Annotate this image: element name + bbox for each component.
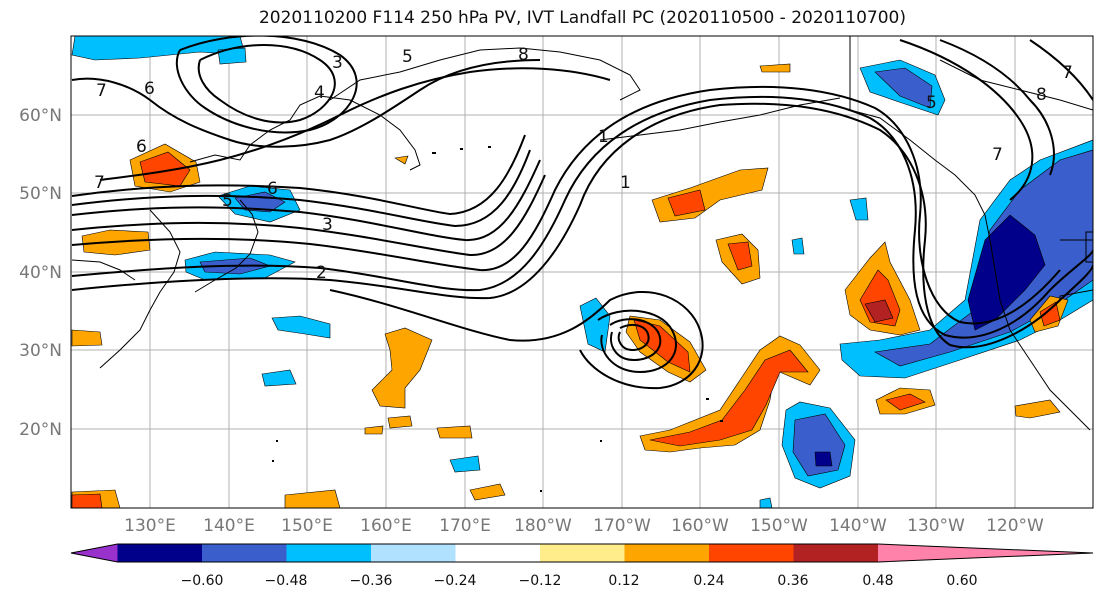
colorbar-tick-label: 0.36 <box>777 573 808 589</box>
colorbar-tick-label: 0.60 <box>946 573 977 589</box>
contour-label: 5 <box>222 191 233 211</box>
colorbar <box>70 543 1094 563</box>
contour-label: 7 <box>1062 63 1073 83</box>
lon-label: 150°W <box>750 516 808 536</box>
contour-label: 5 <box>402 47 413 67</box>
contour-label: 8 <box>1036 85 1047 105</box>
lon-label: 170°E <box>439 516 491 536</box>
colorbar-tick-label: 0.48 <box>862 573 893 589</box>
contour-label: 6 <box>144 79 155 99</box>
lon-label: 130°W <box>907 516 965 536</box>
colorbar-tick-label: −0.48 <box>265 573 308 589</box>
lon-label: 150°E <box>281 516 333 536</box>
contour-label: 7 <box>96 81 107 101</box>
lon-label: 170°W <box>593 516 651 536</box>
contour-label: 6 <box>136 137 147 157</box>
lon-label: 180°W <box>514 516 572 536</box>
contour-label: 3 <box>332 53 343 73</box>
contour-label: 6 <box>267 179 278 199</box>
colorbar-tick-label: −0.12 <box>519 573 562 589</box>
contour-label: 5 <box>926 93 937 113</box>
colorbar-segment <box>793 544 878 562</box>
colorbar-segment <box>624 544 709 562</box>
contour-label: 1 <box>620 173 631 193</box>
lat-label: 60°N <box>19 106 62 126</box>
colorbar-segment <box>286 544 371 562</box>
colorbar-segment <box>540 544 625 562</box>
islands <box>272 146 723 492</box>
lon-label: 140°W <box>829 516 887 536</box>
longitude-labels: 130°E 140°E 150°E 160°E 170°E 180°W 170°… <box>124 516 1044 536</box>
colorbar-labels: −0.60 −0.48 −0.36 −0.24 −0.12 0.12 0.24 … <box>181 573 978 589</box>
lon-label: 140°E <box>203 516 255 536</box>
colorbar-extend-max <box>878 544 1093 562</box>
lon-label: 120°W <box>986 516 1044 536</box>
contour-label-group: 7 6 5 4 3 8 7 1 1 6 7 5 6 3 2 8 5 7 <box>94 45 1073 283</box>
positive-anomaly-fills <box>71 63 1069 508</box>
map-title: 2020110200 F114 250 hPa PV, IVT Landfall… <box>258 8 906 28</box>
colorbar-extend-min <box>71 544 118 562</box>
map-border <box>70 35 1094 509</box>
contour-label: 1 <box>598 127 609 147</box>
colorbar-tick-label: 0.24 <box>693 573 724 589</box>
contour-label: 7 <box>992 145 1003 165</box>
colorbar-segment <box>709 544 794 562</box>
colorbar-tick-label: 0.12 <box>608 573 639 589</box>
colorbar-segment <box>202 544 287 562</box>
lat-label: 20°N <box>19 420 62 440</box>
lon-label: 160°E <box>360 516 412 536</box>
latitude-labels: 60°N 50°N 40°N 30°N 20°N <box>19 106 62 440</box>
lon-label: 130°E <box>124 516 176 536</box>
contour-label: 2 <box>316 263 327 283</box>
lat-label: 30°N <box>19 341 62 361</box>
colorbar-tick-label: −0.24 <box>434 573 477 589</box>
colorbar-segment <box>117 544 202 562</box>
lat-label: 40°N <box>19 263 62 283</box>
colorbar-segment <box>455 544 540 562</box>
contour-label: 4 <box>314 83 325 103</box>
colorbar-outline <box>70 543 1094 563</box>
colorbar-tick-label: −0.36 <box>350 573 393 589</box>
colorbar-tick-label: −0.60 <box>181 573 224 589</box>
contour-label: 7 <box>94 173 105 193</box>
lat-label: 50°N <box>19 184 62 204</box>
colorbar-segment <box>371 544 456 562</box>
contour-label: 3 <box>322 215 333 235</box>
lon-label: 160°W <box>671 516 729 536</box>
contour-label: 8 <box>518 45 529 65</box>
pv-contours <box>71 36 1093 390</box>
